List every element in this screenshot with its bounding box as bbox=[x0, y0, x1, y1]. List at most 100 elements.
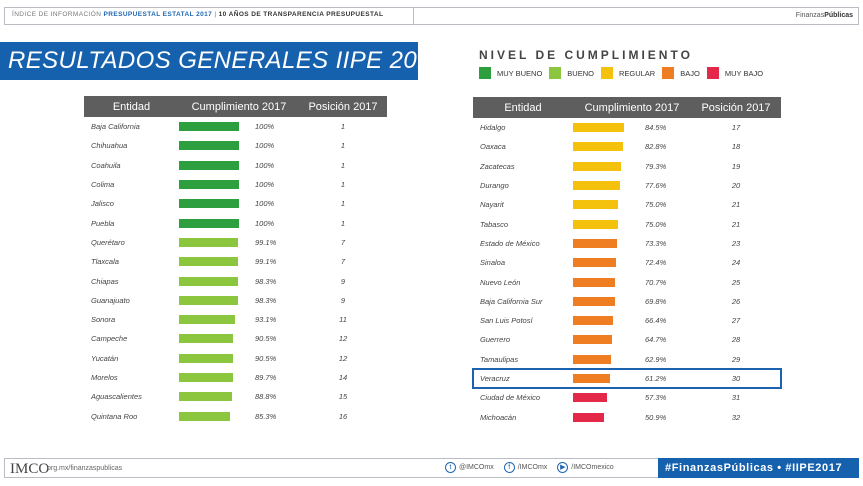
col-position: Posición 2017 bbox=[299, 96, 387, 117]
compliance-bar-track bbox=[179, 257, 239, 267]
compliance-bar-track bbox=[179, 122, 239, 132]
youtube-link[interactable]: ▶/IMCOmexico bbox=[557, 462, 614, 473]
position-value: 1 bbox=[340, 160, 346, 170]
position-value: 19 bbox=[731, 161, 741, 171]
compliance-cell: 66.4% bbox=[573, 311, 691, 330]
report-subtitle: 10 AÑOS DE TRANSPARENCIA PRESUPUESTAL bbox=[218, 11, 384, 18]
entity-name: Zacatecas bbox=[480, 161, 515, 171]
entity-name: Baja California Sur bbox=[480, 296, 543, 306]
position-value: 31 bbox=[731, 393, 741, 403]
entity-name: Chiapas bbox=[91, 276, 119, 286]
position-value: 26 bbox=[731, 296, 741, 306]
table-row: Durango 77.6% 20 bbox=[473, 176, 781, 195]
compliance-cell: 98.3% bbox=[179, 291, 299, 310]
social-links: t @IMCOmx f/IMCOmx ▶/IMCOmexico bbox=[445, 462, 624, 473]
facebook-link[interactable]: f/IMCOmx bbox=[503, 462, 548, 473]
facebook-handle: /IMCOmx bbox=[517, 464, 548, 471]
table-row: Chihuahua 100% 1 bbox=[84, 136, 387, 155]
position-value: 1 bbox=[340, 218, 346, 228]
table-row: Baja California 100% 1 bbox=[84, 117, 387, 136]
compliance-pct: 62.9% bbox=[645, 354, 667, 364]
entity-name: Tamaulipas bbox=[480, 354, 519, 364]
compliance-pct: 100% bbox=[255, 199, 275, 209]
table-row: Baja California Sur 69.8% 26 bbox=[473, 292, 781, 311]
compliance-bar-track bbox=[573, 335, 633, 345]
compliance-bar bbox=[179, 373, 233, 382]
entity-name: Ciudad de México bbox=[480, 393, 541, 403]
entity-name: Estado de México bbox=[480, 238, 540, 248]
position-value: 25 bbox=[731, 277, 741, 287]
position-value: 20 bbox=[731, 181, 741, 191]
compliance-pct: 99.1% bbox=[255, 237, 277, 247]
compliance-cell: 89.7% bbox=[179, 368, 299, 387]
compliance-pct: 90.5% bbox=[255, 334, 277, 344]
compliance-bar bbox=[179, 411, 231, 421]
position-value: 21 bbox=[731, 219, 741, 229]
compliance-cell: 100% bbox=[179, 156, 299, 175]
compliance-cell: 90.5% bbox=[179, 329, 299, 348]
compliance-bar bbox=[573, 219, 618, 229]
legend: NIVEL DE CUMPLIMIENTO MUY BUENO BUENO REGU… bbox=[479, 48, 770, 79]
entity-name: Guanajuato bbox=[91, 295, 130, 305]
position-value: 24 bbox=[731, 258, 741, 268]
compliance-bar-track bbox=[179, 392, 239, 402]
table-row: Veracruz 61.2% 30 bbox=[472, 367, 782, 390]
table-row: Nuevo León 70.7% 25 bbox=[473, 272, 781, 291]
compliance-bar-track bbox=[179, 315, 239, 325]
entity-name: Durango bbox=[480, 181, 509, 191]
position-value: 30 bbox=[731, 374, 741, 383]
legend-label: REGULAR bbox=[618, 68, 656, 78]
compliance-pct: 98.3% bbox=[255, 295, 277, 305]
col-position: Posición 2017 bbox=[691, 97, 781, 118]
table-row: Michoacán 50.9% 32 bbox=[473, 407, 781, 426]
compliance-pct: 100% bbox=[255, 141, 275, 151]
legend-label: BAJO bbox=[680, 68, 700, 78]
twitter-icon: t bbox=[445, 462, 456, 473]
compliance-pct: 98.3% bbox=[255, 276, 277, 286]
col-entity: Entidad bbox=[473, 97, 573, 118]
compliance-cell: 62.9% bbox=[573, 350, 691, 369]
table-row: Chiapas 98.3% 9 bbox=[84, 271, 387, 290]
compliance-pct: 89.7% bbox=[255, 373, 277, 382]
compliance-pct: 70.7% bbox=[645, 277, 667, 287]
compliance-bar-track bbox=[179, 160, 239, 170]
compliance-bar bbox=[573, 374, 610, 383]
compliance-cell: 88.8% bbox=[179, 387, 299, 406]
position-value: 14 bbox=[338, 373, 348, 382]
compliance-bar bbox=[573, 296, 615, 306]
twitter-link[interactable]: t @IMCOmx bbox=[445, 462, 494, 473]
compliance-bar-track bbox=[573, 412, 633, 422]
compliance-bar bbox=[179, 218, 239, 228]
index-label: ÍNDICE DE INFORMACIÓN bbox=[12, 11, 102, 18]
table-row: Nayarit 75.0% 21 bbox=[473, 195, 781, 214]
compliance-bar-track bbox=[573, 393, 633, 403]
compliance-bar bbox=[573, 238, 617, 248]
compliance-bar bbox=[573, 258, 617, 268]
compliance-bar bbox=[179, 334, 234, 344]
table-row: Estado de México 73.3% 23 bbox=[473, 234, 781, 253]
imco-logo: IMCO bbox=[10, 461, 50, 477]
compliance-cell: 69.8% bbox=[573, 292, 691, 311]
entity-name: Nayarit bbox=[480, 200, 504, 210]
position-value: 29 bbox=[731, 354, 741, 364]
position-value: 1 bbox=[340, 122, 346, 132]
compliance-bar-track bbox=[179, 199, 239, 209]
table-row: Hidalgo 84.5% 17 bbox=[473, 118, 781, 137]
compliance-bar bbox=[573, 142, 623, 152]
compliance-pct: 90.5% bbox=[255, 353, 277, 363]
compliance-cell: 57.3% bbox=[573, 388, 691, 407]
footer-url[interactable]: org.mx/finanzaspublicas bbox=[47, 465, 123, 472]
footer: IMCO org.mx/finanzaspublicas t @IMCOmx f /… bbox=[4, 458, 859, 478]
compliance-pct: 100% bbox=[255, 218, 275, 228]
entity-name: Nuevo León bbox=[480, 277, 521, 287]
compliance-cell: 82.8% bbox=[573, 137, 691, 156]
compliance-cell: 100% bbox=[179, 117, 299, 136]
compliance-bar bbox=[179, 237, 239, 247]
table-row: Guanajuato 98.3% 9 bbox=[84, 291, 387, 310]
compliance-pct: 100% bbox=[255, 122, 275, 132]
page-title: RESULTADOS GENERALES IIPE 2017 bbox=[0, 42, 444, 80]
compliance-bar-track bbox=[179, 218, 239, 228]
compliance-cell: 75.0% bbox=[573, 195, 691, 214]
legend-items: MUY BUENO BUENO REGULAR BAJO MUY BAJO bbox=[479, 67, 770, 79]
compliance-pct: 85.3% bbox=[255, 411, 277, 421]
